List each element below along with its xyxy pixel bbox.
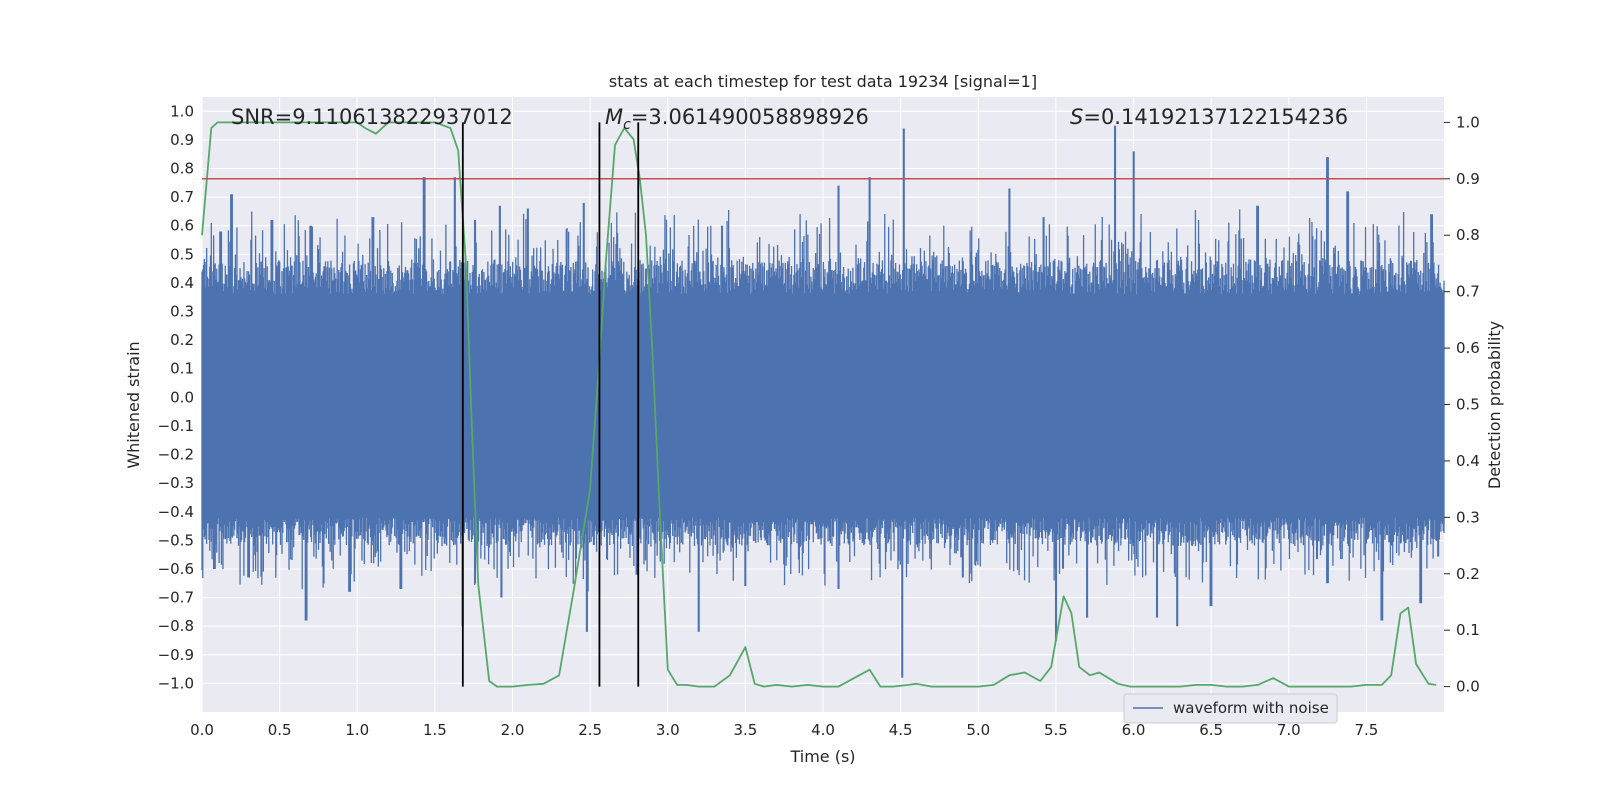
- y-tick-label: −0.5: [158, 531, 194, 549]
- y-tick-label: −0.7: [158, 589, 194, 607]
- y-tick-label: 0.7: [170, 188, 194, 206]
- x-tick-label: 1.5: [423, 721, 447, 739]
- waveform-line: [201, 125, 1445, 678]
- y-tick-label: −0.6: [158, 560, 194, 578]
- x-axis-title: Time (s): [789, 747, 855, 766]
- s-annotation: S=0.14192137122154236: [1070, 105, 1348, 129]
- x-tick-label: 7.5: [1354, 721, 1378, 739]
- y-tick-label: −0.1: [158, 417, 194, 435]
- y-tick-label: −0.3: [158, 474, 194, 492]
- y2-tick-label: 0.1: [1456, 621, 1480, 639]
- x-tick-label: 5.0: [966, 721, 990, 739]
- x-tick-label: 6.0: [1122, 721, 1146, 739]
- detection-probability-series: [201, 121, 1437, 688]
- y2-tick-label: 0.3: [1456, 508, 1480, 526]
- chart-title: stats at each timestep for test data 192…: [609, 72, 1037, 91]
- y-tick-label: 0.8: [170, 160, 194, 178]
- y-tick-labels: −1.0 −0.9 −0.8 −0.7 −0.6 −0.5 −0.4 −0.3 −0.2 −0.1…: [158, 102, 194, 692]
- y2-tick-label: 0.4: [1456, 452, 1480, 470]
- reference-lines: [202, 122, 1444, 687]
- y-tick-label: −0.8: [158, 617, 194, 635]
- legend-label: waveform with noise: [1173, 699, 1329, 717]
- x-tick-label: 7.0: [1277, 721, 1301, 739]
- y-tick-label: 0.2: [170, 331, 194, 349]
- y-tick-label: 1.0: [170, 102, 194, 120]
- y-tick-label: 0.0: [170, 388, 194, 406]
- waveform-with-noise-series: [201, 125, 1445, 678]
- y-tick-label: 0.9: [170, 131, 194, 149]
- y-tick-label: 0.1: [170, 360, 194, 378]
- y2-tick-labels: 0.0 0.1 0.2 0.3 0.4 0.5 0.6 0.7 0.8 0.9 1.0: [1444, 113, 1480, 696]
- chirp-mass-annotation: Mc=3.061490058898926: [605, 105, 869, 133]
- y-tick-label: −0.4: [158, 503, 194, 521]
- y-tick-label: −1.0: [158, 674, 194, 692]
- x-tick-label: 3.5: [733, 721, 757, 739]
- x-tick-label: 5.5: [1044, 721, 1068, 739]
- y-tick-label: 0.3: [170, 303, 194, 321]
- y-axis-title: Whitened strain: [124, 341, 143, 468]
- x-tick-label: 6.5: [1199, 721, 1223, 739]
- x-tick-label: 0.5: [268, 721, 292, 739]
- snr-annotation: SNR=9.110613822937012: [231, 105, 513, 129]
- y-tick-label: 0.4: [170, 274, 194, 292]
- x-tick-label: 4.5: [889, 721, 913, 739]
- y2-tick-label: 1.0: [1456, 113, 1480, 131]
- y-tick-label: −0.2: [158, 446, 194, 464]
- legend-box: [1123, 693, 1338, 724]
- y2-axis-title: Detection probability: [1485, 321, 1504, 489]
- x-tick-label: 3.0: [656, 721, 680, 739]
- x-tick-label: 2.0: [501, 721, 525, 739]
- x-tick-label: 0.0: [190, 721, 214, 739]
- x-tick-label: 4.0: [811, 721, 835, 739]
- y2-tick-label: 0.0: [1456, 678, 1480, 696]
- x-tick-labels: 0.0 0.5 1.0 1.5 2.0 2.5 3.0 3.5 4.0 4.5 5.0 5.5 6.0 6…: [190, 721, 1378, 739]
- y-tick-label: −0.9: [158, 646, 194, 664]
- y2-tick-label: 0.8: [1456, 226, 1480, 244]
- detection-probability-line: [201, 121, 1437, 688]
- x-tick-label: 2.5: [578, 721, 602, 739]
- y-tick-label: 0.5: [170, 245, 194, 263]
- y2-tick-label: 0.6: [1456, 339, 1480, 357]
- x-tick-label: 1.0: [345, 721, 369, 739]
- y2-tick-label: 0.7: [1456, 283, 1480, 301]
- y-tick-label: 0.6: [170, 217, 194, 235]
- legend: waveform with noise: [1123, 693, 1338, 724]
- y2-tick-label: 0.5: [1456, 396, 1480, 414]
- y2-tick-label: 0.2: [1456, 565, 1480, 583]
- y2-tick-label: 0.9: [1456, 170, 1480, 188]
